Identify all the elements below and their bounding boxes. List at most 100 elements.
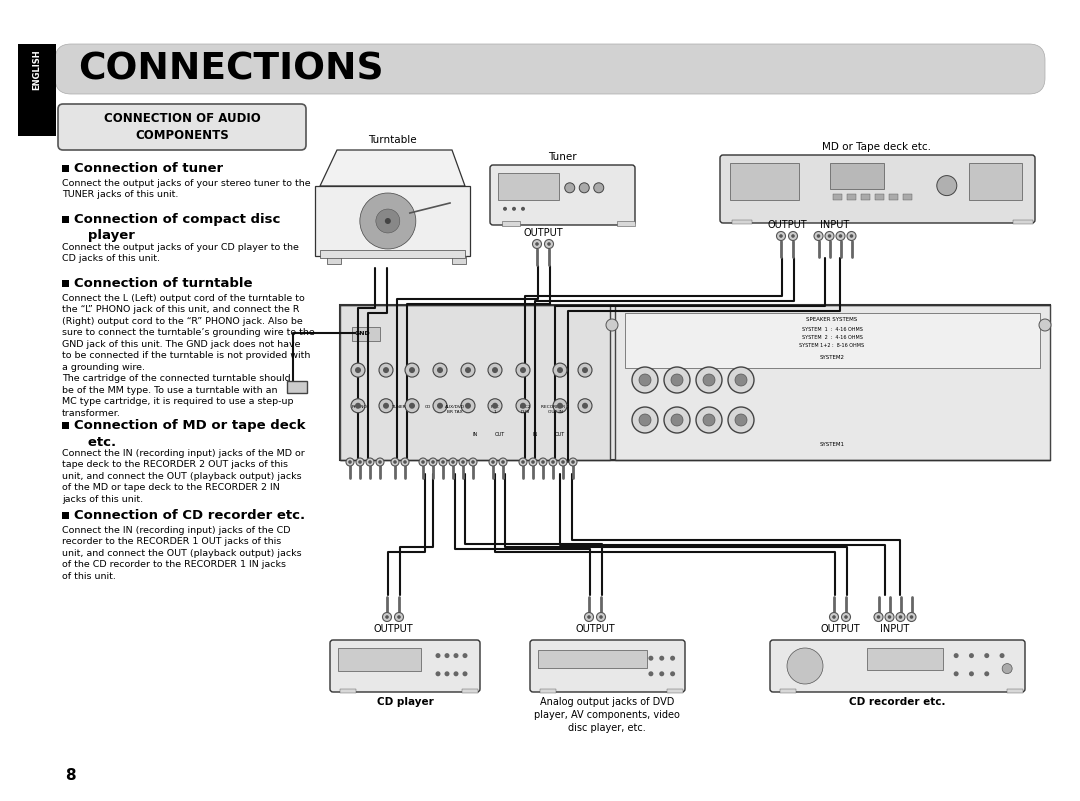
- Text: Connection of tuner: Connection of tuner: [75, 162, 224, 175]
- Circle shape: [969, 653, 974, 658]
- Text: SYSTEM  2  :  4-16 OHMS: SYSTEM 2 : 4-16 OHMS: [801, 335, 863, 340]
- Circle shape: [394, 613, 404, 622]
- Circle shape: [531, 461, 535, 464]
- Bar: [462, 689, 478, 693]
- Circle shape: [632, 407, 658, 433]
- Circle shape: [559, 458, 567, 466]
- Circle shape: [516, 363, 530, 377]
- Circle shape: [488, 399, 502, 413]
- Circle shape: [553, 399, 567, 413]
- Circle shape: [735, 374, 747, 386]
- Bar: [540, 689, 556, 693]
- Circle shape: [356, 458, 364, 466]
- Text: SYSTEM  1  :  4-16 OHMS: SYSTEM 1 : 4-16 OHMS: [801, 327, 863, 332]
- Circle shape: [461, 363, 475, 377]
- Circle shape: [1039, 319, 1051, 331]
- Text: RECORDER 1
OUT IN: RECORDER 1 OUT IN: [541, 405, 569, 413]
- Circle shape: [539, 458, 546, 466]
- Circle shape: [521, 207, 525, 211]
- Circle shape: [366, 458, 374, 466]
- Bar: [847, 195, 856, 200]
- Bar: [62, 512, 69, 519]
- Circle shape: [827, 234, 832, 238]
- Text: Connect the IN (recording input) jacks of the MD or
tape deck to the RECORDER 2 : Connect the IN (recording input) jacks o…: [62, 449, 305, 504]
- Circle shape: [1002, 663, 1012, 674]
- Bar: [352, 327, 380, 341]
- Circle shape: [351, 399, 365, 413]
- Circle shape: [664, 407, 690, 433]
- Circle shape: [532, 239, 541, 248]
- Circle shape: [816, 234, 821, 238]
- Circle shape: [571, 461, 575, 464]
- Bar: [62, 280, 69, 287]
- Text: OUT: OUT: [495, 432, 505, 437]
- Circle shape: [696, 407, 723, 433]
- Circle shape: [833, 615, 836, 619]
- Circle shape: [632, 367, 658, 393]
- Polygon shape: [320, 150, 465, 186]
- Text: REC2
DUB: REC2 DUB: [519, 405, 530, 413]
- Circle shape: [378, 461, 382, 464]
- Circle shape: [584, 613, 594, 622]
- Circle shape: [549, 458, 557, 466]
- Circle shape: [419, 458, 427, 466]
- Text: PHONO: PHONO: [352, 405, 368, 409]
- Circle shape: [557, 367, 563, 373]
- Bar: [340, 689, 356, 693]
- Circle shape: [437, 367, 443, 373]
- Circle shape: [792, 234, 795, 238]
- Circle shape: [536, 242, 539, 246]
- Circle shape: [383, 403, 389, 409]
- Text: Connect the IN (recording input) jacks of the CD
recorder to the RECORDER 1 OUT : Connect the IN (recording input) jacks o…: [62, 526, 301, 581]
- Circle shape: [671, 414, 683, 426]
- Text: Analog output jacks of DVD
player, AV components, video
disc player, etc.: Analog output jacks of DVD player, AV co…: [535, 697, 680, 733]
- Circle shape: [885, 613, 894, 622]
- Circle shape: [491, 461, 495, 464]
- Circle shape: [659, 656, 664, 661]
- Circle shape: [429, 458, 437, 466]
- Circle shape: [451, 461, 455, 464]
- Text: ENGLISH: ENGLISH: [32, 50, 41, 90]
- Circle shape: [596, 613, 606, 622]
- Circle shape: [814, 231, 823, 240]
- Circle shape: [522, 461, 525, 464]
- Text: OUTPUT: OUTPUT: [576, 624, 615, 634]
- Circle shape: [671, 374, 683, 386]
- Circle shape: [728, 367, 754, 393]
- Bar: [327, 256, 341, 264]
- Text: TUNER: TUNER: [391, 405, 405, 409]
- Circle shape: [825, 231, 834, 240]
- Text: Connection of MD or tape deck
   etc.: Connection of MD or tape deck etc.: [75, 419, 306, 449]
- Circle shape: [391, 458, 399, 466]
- Circle shape: [578, 399, 592, 413]
- Circle shape: [606, 319, 618, 331]
- Circle shape: [519, 458, 527, 466]
- Circle shape: [397, 615, 401, 619]
- Bar: [617, 221, 635, 226]
- Circle shape: [519, 367, 526, 373]
- Circle shape: [471, 461, 475, 464]
- FancyBboxPatch shape: [58, 104, 306, 150]
- Bar: [498, 173, 559, 200]
- Circle shape: [984, 653, 989, 658]
- Bar: [889, 195, 899, 200]
- FancyBboxPatch shape: [770, 640, 1025, 692]
- Circle shape: [544, 239, 554, 248]
- Circle shape: [442, 461, 445, 464]
- Circle shape: [359, 461, 362, 464]
- Circle shape: [469, 458, 477, 466]
- Circle shape: [360, 193, 416, 249]
- Bar: [502, 221, 519, 226]
- Circle shape: [376, 458, 384, 466]
- Circle shape: [405, 363, 419, 377]
- Circle shape: [489, 458, 497, 466]
- Bar: [730, 163, 799, 200]
- Circle shape: [788, 231, 797, 240]
- Circle shape: [516, 399, 530, 413]
- Circle shape: [376, 209, 400, 233]
- Circle shape: [553, 363, 567, 377]
- Circle shape: [888, 615, 891, 619]
- Circle shape: [499, 458, 507, 466]
- Circle shape: [435, 653, 441, 658]
- Circle shape: [639, 374, 651, 386]
